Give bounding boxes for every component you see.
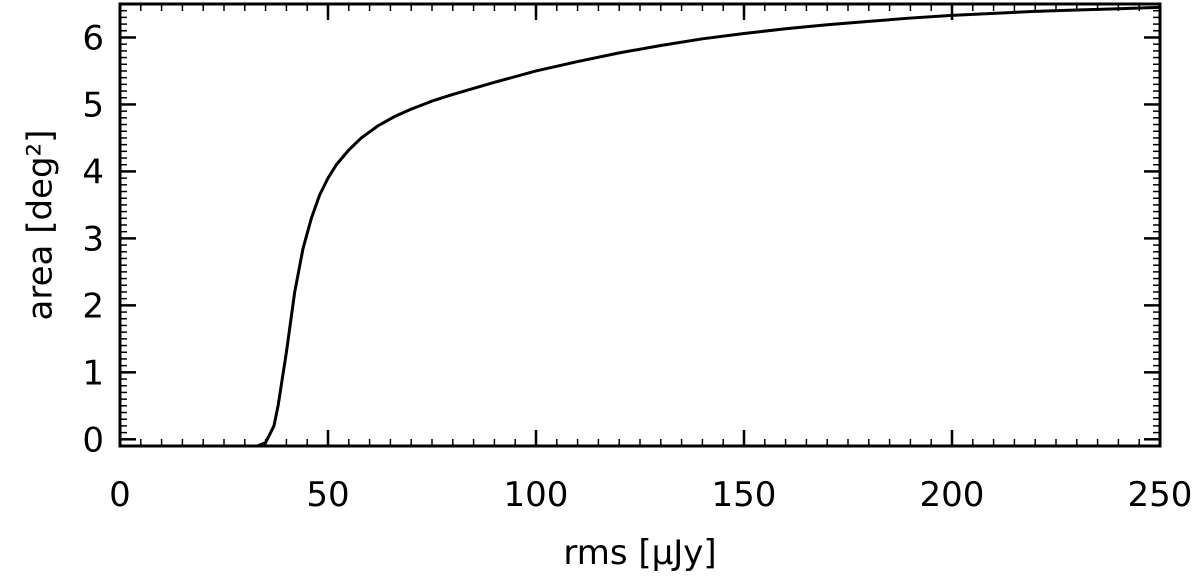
x-tick-label: 0 bbox=[109, 475, 131, 515]
x-tick-label: 50 bbox=[306, 475, 349, 515]
series-line bbox=[120, 5, 1161, 448]
y-tick-label: 4 bbox=[82, 152, 104, 192]
tick-labels: 0 50 100 150 200 250 0 1 2 3 4 5 6 bbox=[82, 18, 1192, 515]
y-tick-label: 1 bbox=[82, 353, 104, 393]
y-tick-label: 3 bbox=[82, 219, 104, 259]
y-axis-label: area [deg²] bbox=[21, 130, 61, 321]
minor-ticks bbox=[119, 3, 1161, 447]
x-tick-label: 250 bbox=[1128, 475, 1193, 515]
plot-frame bbox=[118, 2, 1162, 448]
y-tick-label: 6 bbox=[82, 18, 104, 58]
y-tick-label: 2 bbox=[82, 286, 104, 326]
x-tick-label: 200 bbox=[920, 475, 985, 515]
x-axis-label: rms [μJy] bbox=[563, 533, 716, 573]
x-tick-label: 150 bbox=[712, 475, 777, 515]
major-ticks bbox=[118, 4, 1162, 446]
x-tick-label: 100 bbox=[504, 475, 569, 515]
y-tick-label: 0 bbox=[82, 420, 104, 460]
y-tick-label: 5 bbox=[82, 85, 104, 125]
